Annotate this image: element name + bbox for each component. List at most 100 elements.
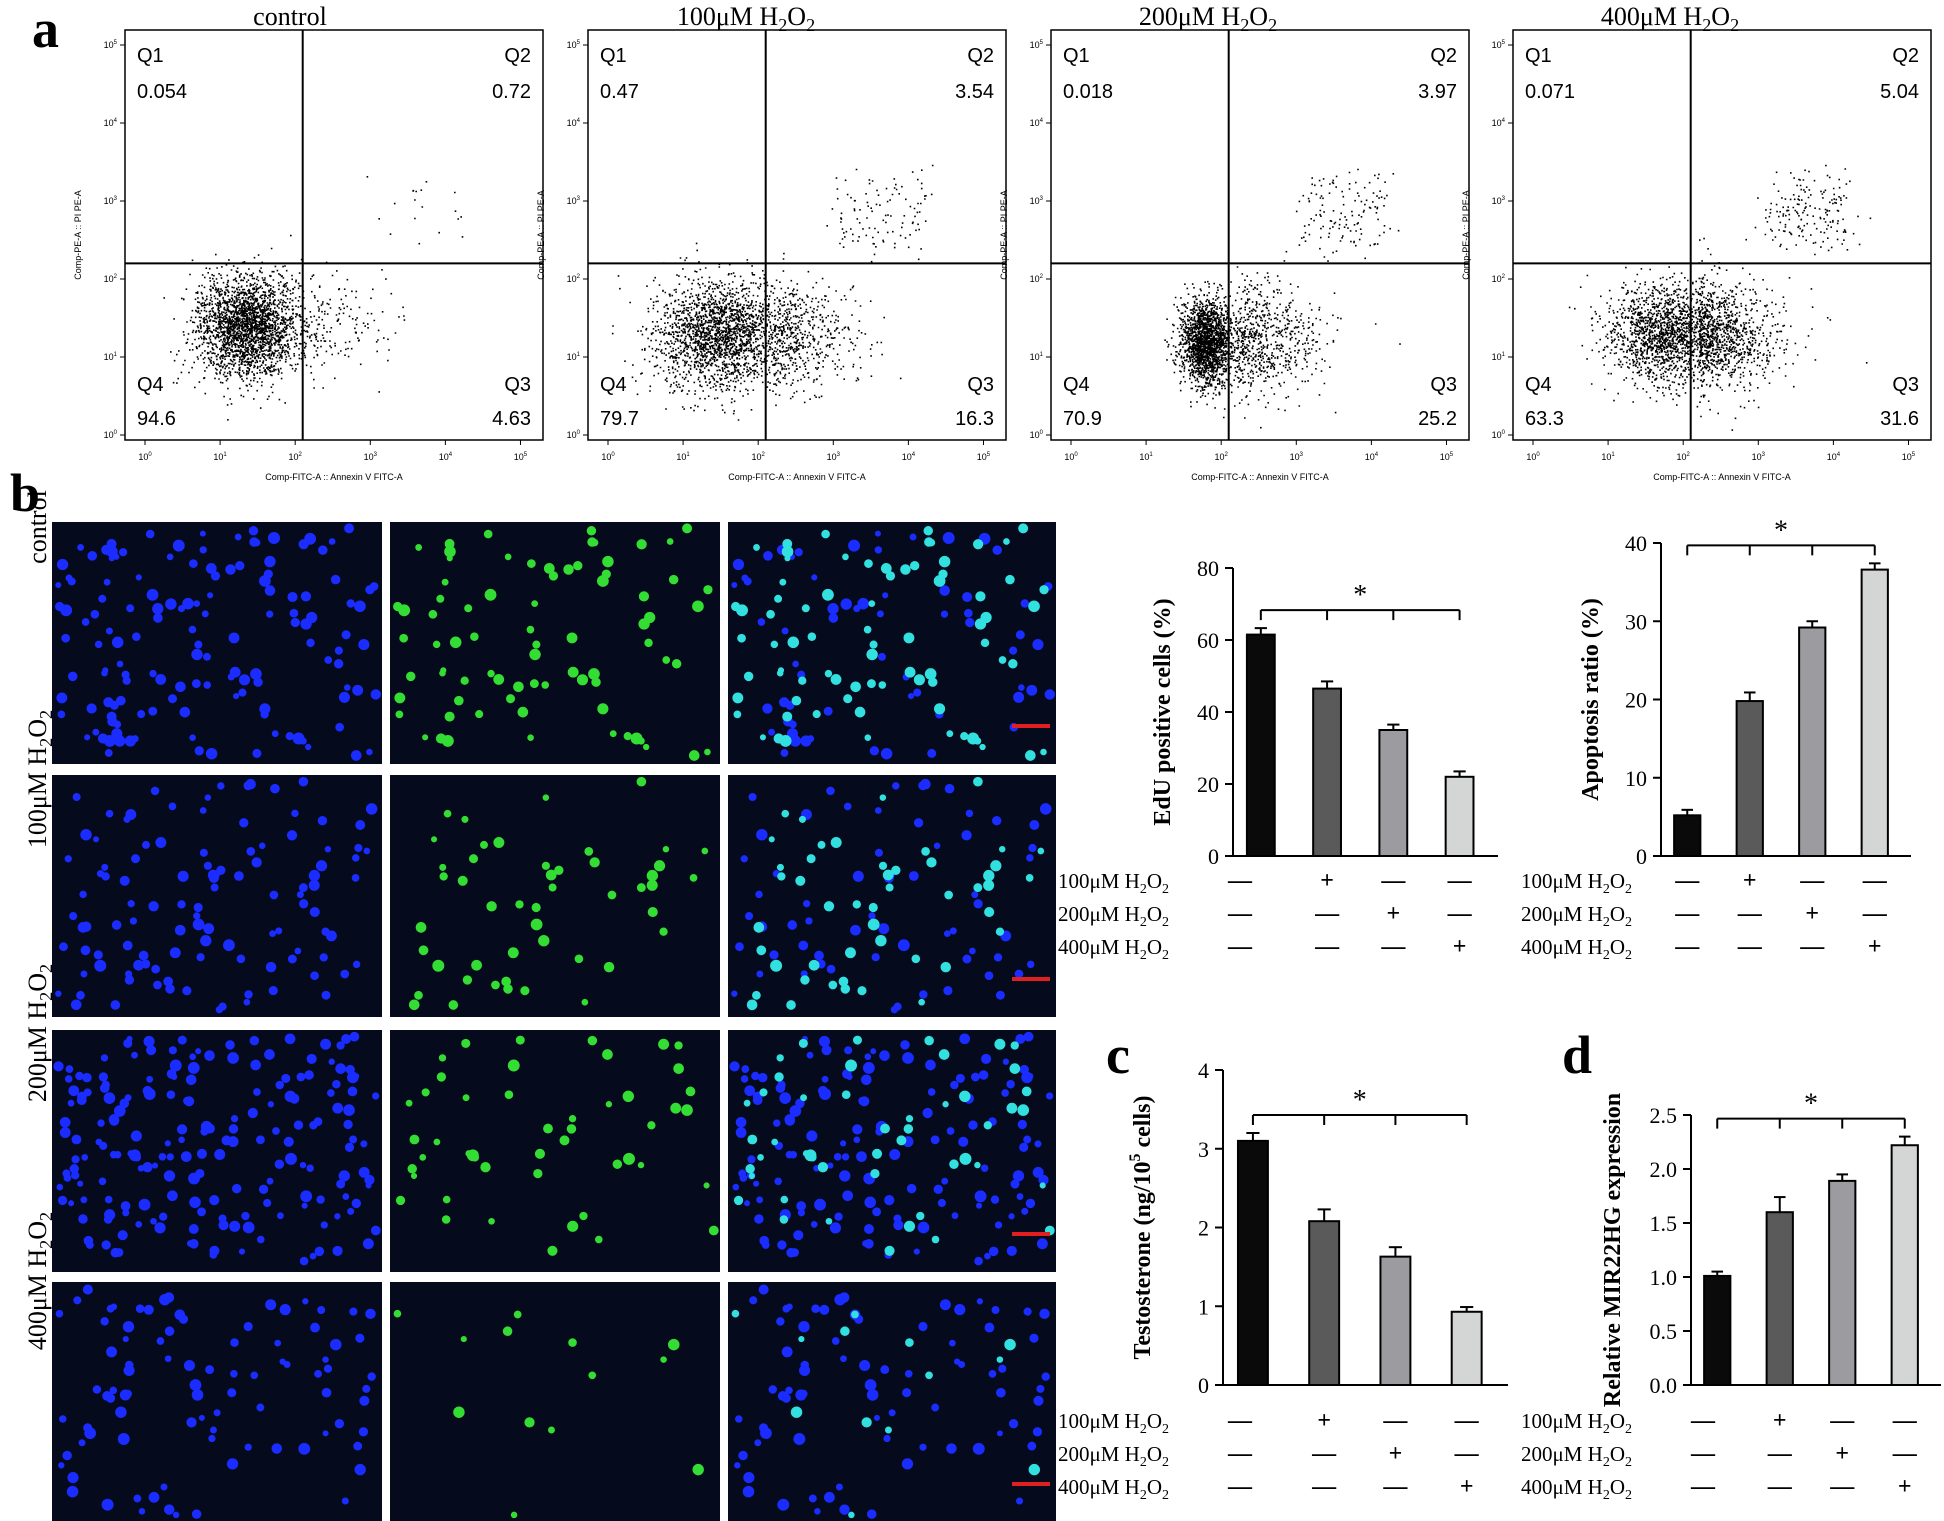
x-tick-exponent: 0	[148, 452, 152, 458]
treatment-label: 200μM H2O2	[1521, 902, 1632, 930]
y-tick-label: 20	[1625, 688, 1647, 713]
treatment-label-sub: 2	[1603, 882, 1610, 897]
bar	[1308, 1220, 1341, 1386]
y-tick-label: 60	[1197, 628, 1219, 653]
y-tick-label: 100	[1030, 430, 1044, 440]
micrograph-merge-row1	[728, 775, 1056, 1017]
quadrant-value-q1: 0.054	[137, 81, 187, 103]
quadrant-name-q4: Q4	[137, 374, 164, 396]
treatment-label: 200μM H2O2	[1058, 1442, 1169, 1470]
y-tick-label: 105	[567, 40, 581, 50]
bar	[1765, 1211, 1794, 1386]
quadrant-value-q3: 16.3	[955, 408, 994, 430]
quadrant-value-q4: 79.7	[600, 408, 639, 430]
quadrant-name-q3: Q3	[1892, 374, 1919, 396]
y-tick-label: 4	[1198, 1058, 1209, 1083]
y-tick-label: 103	[1492, 196, 1506, 206]
x-tick-exponent: 0	[1536, 452, 1540, 458]
micrograph-merge-row3	[728, 1282, 1056, 1521]
treatment-symbol: —	[1767, 1474, 1793, 1500]
y-tick-label: 102	[104, 274, 118, 284]
y-tick-exponent: 1	[1502, 352, 1506, 358]
treatment-symbol: —	[1227, 901, 1253, 927]
treatment-label-sub: 2	[1162, 915, 1169, 930]
y-tick-exponent: 4	[1502, 118, 1506, 124]
flow-y-axis-label: Comp-PE-A :: PI PE-A	[1461, 190, 1471, 280]
treatment-symbol: —	[1737, 901, 1763, 927]
quadrant-name-q4: Q4	[1525, 374, 1552, 396]
treatment-label-sub: 2	[1603, 1488, 1610, 1503]
x-tick-exponent: 2	[762, 452, 766, 458]
quadrant-value-q3: 4.63	[492, 408, 531, 430]
x-tick-exponent: 2	[1687, 452, 1691, 458]
panel-label-a: a	[32, 0, 59, 59]
y-tick-label: 104	[104, 118, 118, 128]
quadrant-name-q1: Q1	[600, 45, 627, 67]
x-tick-exponent: 1	[686, 452, 690, 458]
x-tick-label: 105	[977, 452, 991, 462]
x-tick-label: 102	[752, 452, 766, 462]
micrograph-dapi-row1	[52, 775, 382, 1017]
significance-star: *	[1353, 1085, 1367, 1116]
y-tick-exponent: 2	[1502, 274, 1506, 280]
x-tick-label: 104	[439, 452, 453, 462]
micrograph-edu-row2	[390, 1030, 720, 1272]
treatment-symbol: —	[1447, 868, 1473, 894]
panel-label-d: d	[1562, 1025, 1593, 1085]
flow-x-axis-label: Comp-FITC-A :: Annexin V FITC-A	[728, 472, 866, 482]
treatment-label-sub: 2	[1625, 1455, 1632, 1470]
x-tick-label: 104	[1365, 452, 1379, 462]
y-tick-label: 1.5	[1650, 1211, 1678, 1236]
treatment-symbol: +	[1453, 934, 1467, 960]
treatment-label-part: 200μM H	[1521, 902, 1603, 926]
x-tick-label: 104	[902, 452, 916, 462]
treatment-symbol: —	[1737, 934, 1763, 960]
x-tick-label: 100	[1064, 452, 1078, 462]
treatment-symbol: +	[1386, 901, 1400, 927]
bar	[1450, 1310, 1483, 1386]
treatment-label-sub: 2	[1140, 1422, 1147, 1437]
treatment-label: 100μM H2O2	[1521, 1409, 1632, 1437]
treatment-symbol: —	[1674, 934, 1700, 960]
treatment-symbol: —	[1227, 1441, 1253, 1467]
treatment-label-part: O	[1147, 935, 1162, 959]
bar	[1312, 687, 1342, 857]
micrograph-background	[390, 522, 720, 764]
treatment-symbol: —	[1380, 934, 1406, 960]
y-tick-label: 102	[1492, 274, 1506, 284]
treatment-symbol: —	[1454, 1441, 1480, 1467]
x-tick-label: 101	[1601, 452, 1615, 462]
x-tick-exponent: 1	[223, 452, 227, 458]
x-tick-exponent: 5	[987, 452, 991, 458]
y-axis-label: Relative MIR22HG expression	[1600, 1093, 1626, 1407]
y-tick-label: 0	[1636, 844, 1647, 869]
y-tick-label: 80	[1197, 556, 1219, 581]
x-tick-label: 100	[1526, 452, 1540, 462]
y-tick-label: 101	[1492, 352, 1506, 362]
treatment-label-sub: 2	[1625, 882, 1632, 897]
quadrant-value-q1: 0.071	[1525, 81, 1575, 103]
flow-title-200: 200μM H2O2	[1138, 2, 1278, 36]
y-tick-label: 2.0	[1650, 1157, 1678, 1182]
bar	[1673, 814, 1702, 857]
y-tick-label: 1	[1198, 1294, 1209, 1319]
treatment-label-sub: 2	[1603, 915, 1610, 930]
treatment-label-part: O	[1610, 1442, 1625, 1466]
x-tick-label: 102	[1215, 452, 1229, 462]
flow-y-axis-label: Comp-PE-A :: PI PE-A	[73, 190, 83, 280]
treatment-symbol: —	[1690, 1441, 1716, 1467]
treatment-label: 100μM H2O2	[1058, 869, 1169, 897]
x-tick-exponent: 5	[1912, 452, 1916, 458]
y-tick-label: 3	[1198, 1137, 1209, 1162]
treatment-label-sub: 2	[1625, 948, 1632, 963]
dapi-nuclei	[55, 523, 381, 761]
quadrant-value-q4: 63.3	[1525, 408, 1564, 430]
treatment-label: 200μM H2O2	[1521, 1442, 1632, 1470]
treatment-label-sub: 2	[1603, 1422, 1610, 1437]
treatment-symbol: —	[1674, 901, 1700, 927]
x-tick-exponent: 3	[1762, 452, 1766, 458]
treatment-label-part: 100μM H	[1058, 1409, 1140, 1433]
y-tick-exponent: 3	[114, 196, 118, 202]
treatment-label-part: 200μM H	[1521, 1442, 1603, 1466]
treatment-label: 100μM H2O2	[1058, 1409, 1169, 1437]
